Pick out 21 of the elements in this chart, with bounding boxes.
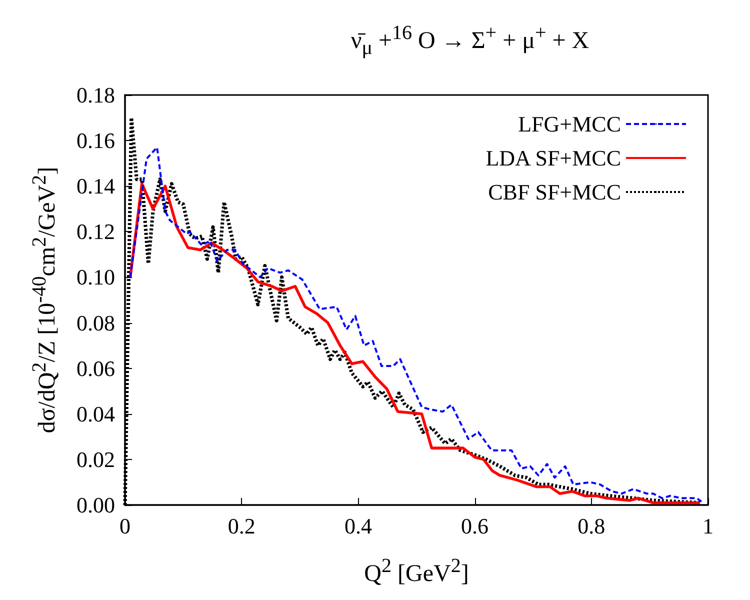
x-tick-label: 0.8 bbox=[578, 514, 606, 538]
y-tick-label: 0.12 bbox=[76, 219, 115, 244]
y-tick-label: 0.10 bbox=[76, 264, 115, 290]
x-tick-label: 0 bbox=[120, 514, 130, 538]
x-tick-label: 1 bbox=[702, 514, 714, 538]
y-tick-label: 0.14 bbox=[76, 174, 115, 199]
x-tick-label: 0.6 bbox=[461, 514, 489, 538]
chart-title: ν̄$_{μ}$ +$^{16}$ O → Σ$^{+}$ + μ$^{+}$ + X bbox=[350, 22, 590, 59]
y-tick-label: 0.16 bbox=[76, 128, 115, 154]
legend-label: LDA SF+MCC bbox=[486, 146, 621, 170]
x-tick-label: 0.4 bbox=[344, 514, 372, 538]
legend-label: CBF SF+MCC bbox=[488, 180, 621, 204]
x-tick-label: 0.2 bbox=[228, 514, 256, 538]
y-tick-label: 0.04 bbox=[76, 401, 115, 426]
y-tick-label: 0.00 bbox=[76, 492, 115, 518]
x-axis-title: Q$^{2}$ [GeV$^{2}$] bbox=[363, 555, 470, 588]
legend-label: LFG+MCC bbox=[518, 112, 621, 136]
y-tick-label: 0.18 bbox=[76, 82, 115, 108]
y-tick-label: 0.08 bbox=[76, 310, 115, 336]
y-tick-label: 0.02 bbox=[76, 446, 115, 472]
y-tick-label: 0.06 bbox=[76, 356, 115, 381]
